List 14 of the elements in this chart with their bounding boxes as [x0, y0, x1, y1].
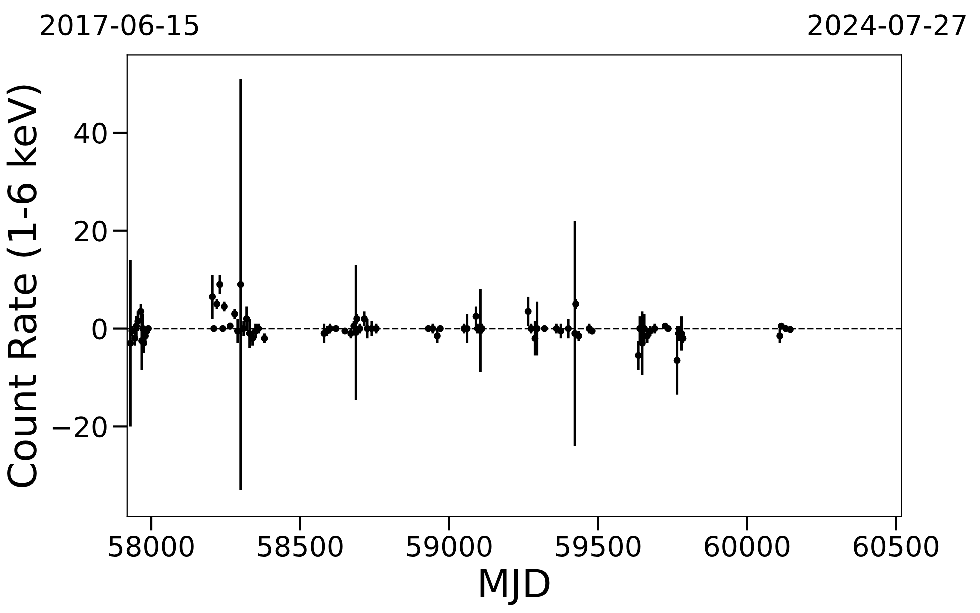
- y-axis-title: Count Rate (1-6 keV): [6, 86, 42, 488]
- y-tick-label: −20: [52, 416, 107, 438]
- x-axis-title: MJD: [480, 569, 550, 606]
- y-tick-label: 0: [92, 318, 107, 340]
- x-tick-label: 58500: [258, 536, 343, 558]
- text: 2024-07-27: [808, 14, 966, 36]
- x-tick-label: 60000: [705, 536, 790, 558]
- x-tick-label: 59000: [407, 536, 492, 558]
- x-tick-label: 58000: [109, 536, 194, 558]
- y-tick-label: 40: [74, 122, 107, 144]
- x-tick-label: 59500: [556, 536, 641, 558]
- y-tick-label: 20: [75, 220, 107, 242]
- text: 2017-06-15: [41, 14, 198, 36]
- x-tick-label: 60500: [854, 536, 939, 558]
